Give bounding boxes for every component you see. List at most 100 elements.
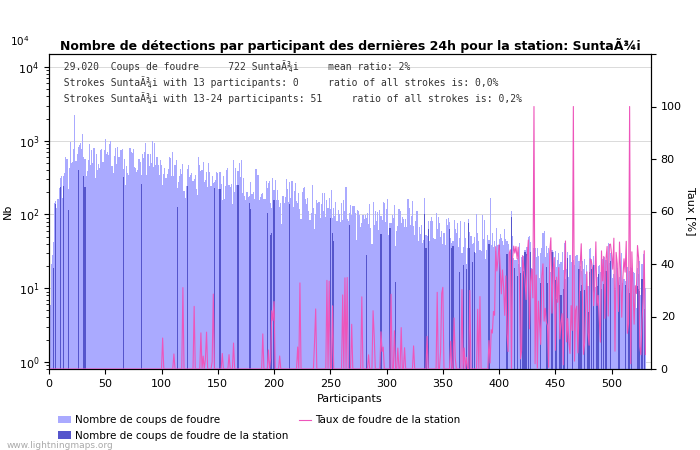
Bar (492, 233, 493, 450)
Bar (422, 243, 423, 450)
Bar (92, 163, 93, 450)
Taux de foudre de la station (304, 366, 313, 372)
Bar (428, 220, 429, 450)
Bar (578, 269, 580, 450)
Bar (584, 289, 585, 450)
Bar (517, 258, 518, 450)
Bar (142, 153, 143, 450)
Bar (89, 144, 90, 450)
Bar (171, 176, 172, 450)
Bar (506, 254, 507, 450)
Taux de foudre de la station (46, 366, 55, 372)
Bar (609, 263, 610, 450)
Bar (584, 259, 585, 450)
Bar (575, 256, 576, 450)
Bar (168, 169, 169, 450)
Bar (585, 274, 587, 450)
Bar (199, 165, 200, 450)
Bar (270, 203, 271, 450)
Bar (185, 198, 186, 450)
Bar (230, 187, 231, 450)
Bar (600, 272, 601, 450)
Bar (290, 198, 291, 450)
Bar (56, 208, 57, 450)
Bar (281, 224, 283, 450)
Bar (271, 233, 272, 450)
Bar (145, 143, 146, 450)
Bar (54, 203, 55, 450)
Bar (632, 272, 634, 450)
Bar (370, 228, 372, 450)
Bar (55, 204, 56, 450)
Bar (191, 173, 193, 450)
Bar (326, 200, 328, 450)
Bar (205, 180, 206, 450)
Bar (400, 223, 402, 450)
Taux de foudre de la station (152, 366, 160, 372)
Bar (146, 175, 148, 450)
Bar (131, 152, 132, 450)
Bar (351, 215, 352, 450)
Bar (611, 255, 612, 450)
Bar (576, 255, 578, 450)
Bar (169, 157, 170, 450)
Bar (555, 251, 556, 450)
Bar (466, 264, 467, 450)
Y-axis label: Taux [%]: Taux [%] (685, 187, 696, 236)
Bar (449, 229, 450, 450)
Bar (637, 268, 638, 450)
Bar (302, 188, 304, 450)
Bar (478, 241, 480, 450)
Bar (581, 284, 582, 450)
Bar (276, 199, 277, 450)
Bar (87, 171, 88, 450)
Bar (354, 213, 356, 450)
Bar (294, 190, 295, 450)
Bar (250, 209, 251, 450)
Bar (423, 240, 424, 450)
Bar (349, 225, 350, 450)
Bar (196, 189, 197, 450)
Bar (233, 160, 234, 450)
Bar (504, 230, 505, 450)
Bar (480, 251, 482, 450)
Bar (537, 248, 538, 450)
Bar (509, 253, 510, 450)
Bar (511, 211, 512, 450)
Bar (269, 181, 270, 450)
Bar (119, 157, 120, 450)
Bar (256, 169, 257, 450)
Bar (476, 214, 477, 450)
Bar (126, 166, 127, 450)
Bar (137, 170, 139, 450)
Bar (545, 257, 546, 450)
Bar (603, 274, 604, 450)
Bar (437, 229, 438, 450)
Bar (322, 193, 323, 450)
Bar (313, 208, 314, 450)
Bar (181, 174, 182, 450)
Bar (72, 162, 74, 450)
Bar (78, 147, 79, 450)
Bar (167, 174, 168, 450)
Bar (644, 309, 645, 450)
Bar (68, 210, 69, 450)
Bar (391, 215, 393, 450)
Bar (253, 192, 254, 450)
Bar (522, 255, 524, 450)
Bar (629, 293, 630, 450)
Bar (429, 241, 430, 450)
Bar (417, 241, 419, 450)
Bar (379, 210, 380, 450)
Bar (573, 260, 574, 450)
Bar (267, 213, 268, 450)
Bar (128, 175, 130, 450)
Bar (55, 201, 56, 450)
Bar (612, 278, 613, 450)
Bar (557, 260, 558, 450)
Bar (223, 176, 224, 450)
Bar (389, 223, 391, 450)
Bar (389, 228, 391, 450)
Bar (195, 175, 196, 450)
Bar (197, 195, 198, 450)
